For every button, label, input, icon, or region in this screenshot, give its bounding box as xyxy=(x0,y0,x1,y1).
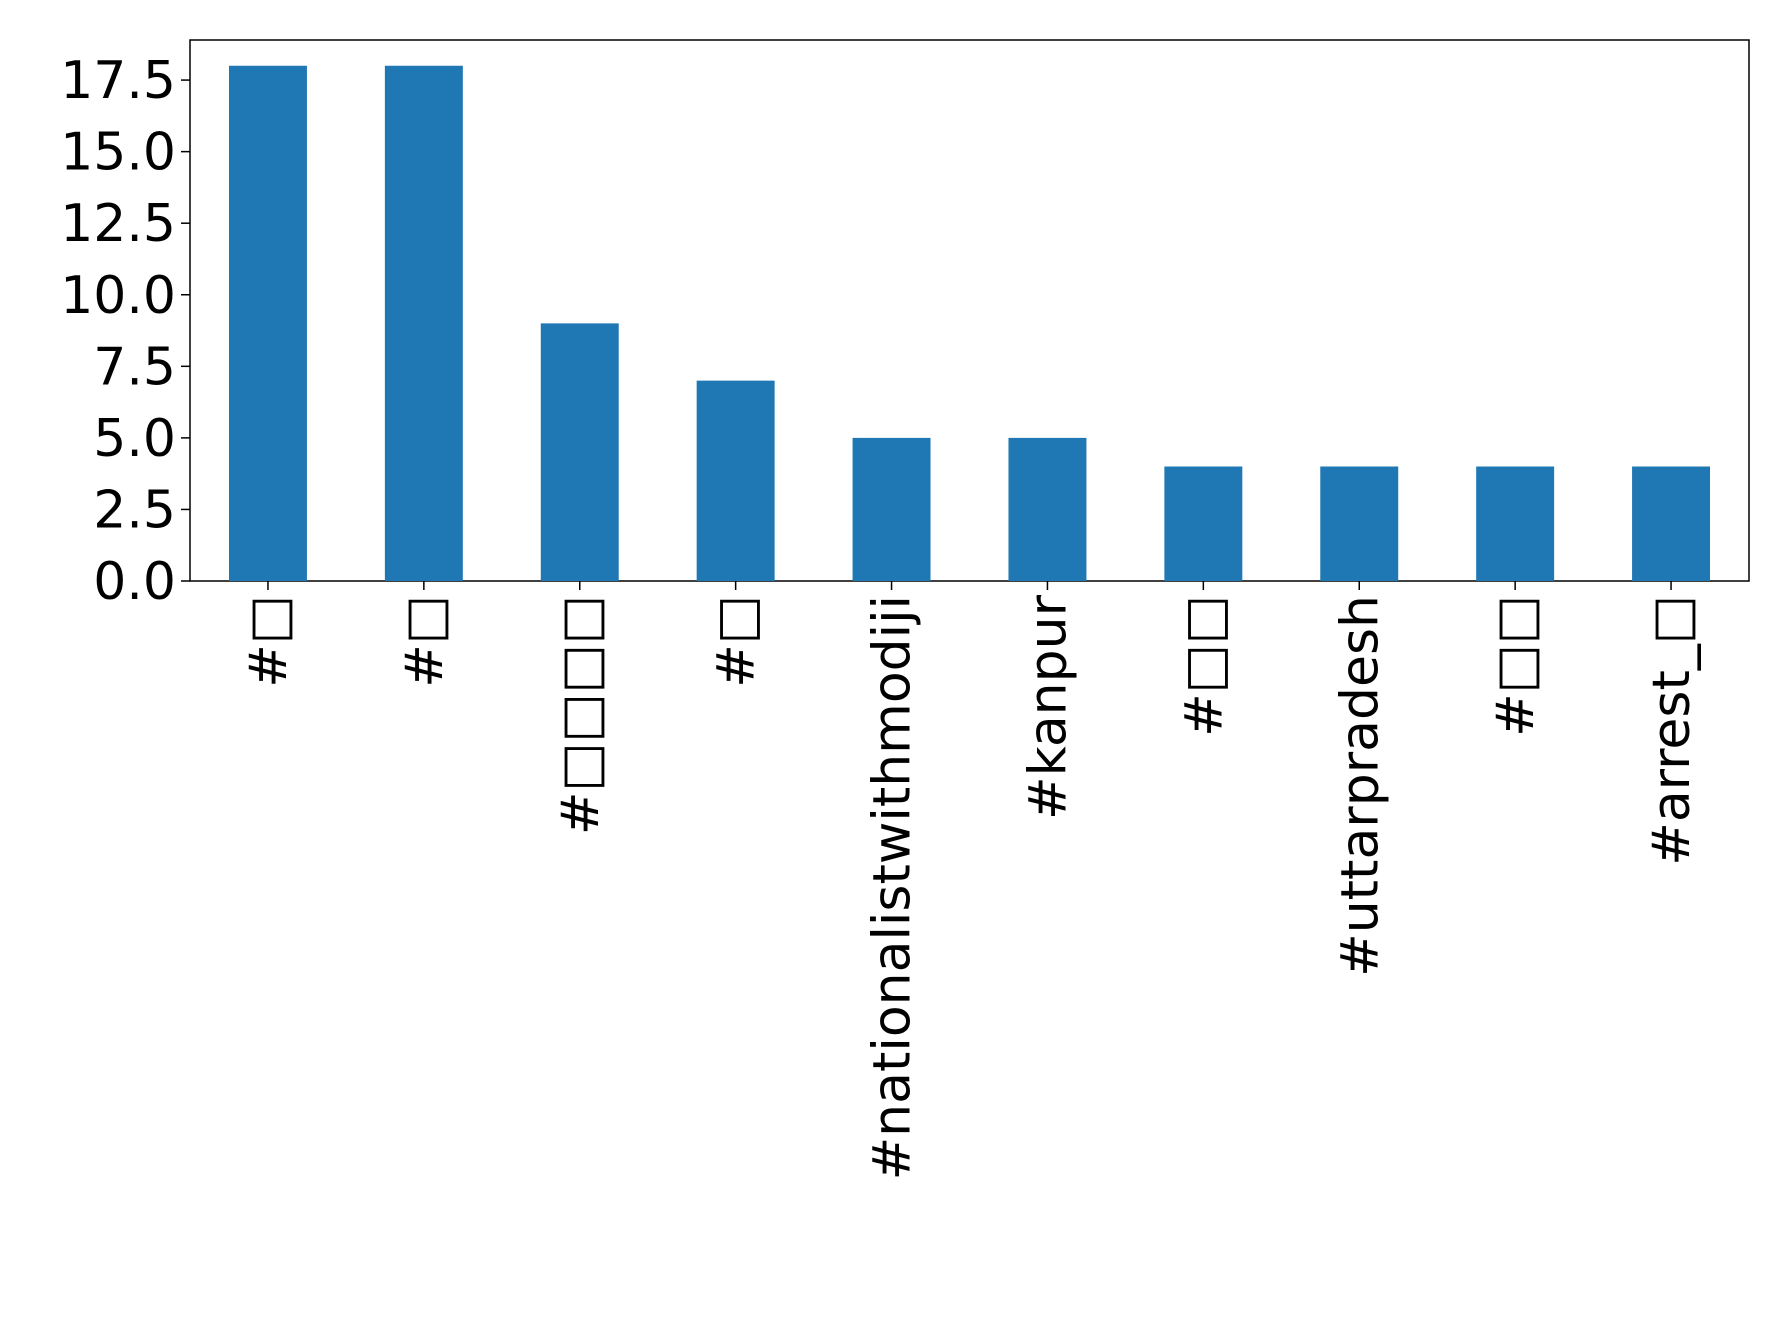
bar xyxy=(1008,437,1087,581)
y-tick-label: 7.5 xyxy=(93,337,176,397)
x-tick-label: #uttarpradesh xyxy=(1330,595,1390,977)
bar xyxy=(1320,466,1399,581)
y-tick-label: 2.5 xyxy=(93,480,176,540)
bar xyxy=(1476,466,1555,581)
plot-frame xyxy=(189,39,1750,582)
bar xyxy=(228,65,307,581)
x-tick-label: #□□ xyxy=(1174,595,1234,737)
x-tick-label: #□ xyxy=(239,595,299,688)
x-tick-label: #□ xyxy=(395,595,455,688)
x-tick-label: #□□ xyxy=(1486,595,1546,737)
bar xyxy=(696,380,775,581)
y-tick-label: 5.0 xyxy=(93,409,176,469)
y-tick-label: 17.5 xyxy=(60,51,176,111)
bar xyxy=(1164,466,1243,581)
bar xyxy=(1632,466,1711,581)
x-tick-label: #□ xyxy=(707,595,767,688)
y-tick-label: 12.5 xyxy=(60,194,176,254)
y-tick-label: 10.0 xyxy=(60,266,176,326)
x-tick-label: #□□□□ xyxy=(551,595,611,835)
y-tick-label: 0.0 xyxy=(93,552,176,612)
bar xyxy=(540,323,619,581)
y-tick-label: 15.0 xyxy=(60,123,176,183)
x-tick-label: #nationalistwithmodiji xyxy=(863,595,923,1180)
x-tick-label: #arrest_□ xyxy=(1642,595,1702,866)
bar xyxy=(852,437,931,581)
x-tick-label: #kanpur xyxy=(1018,594,1078,820)
bar xyxy=(384,65,463,581)
